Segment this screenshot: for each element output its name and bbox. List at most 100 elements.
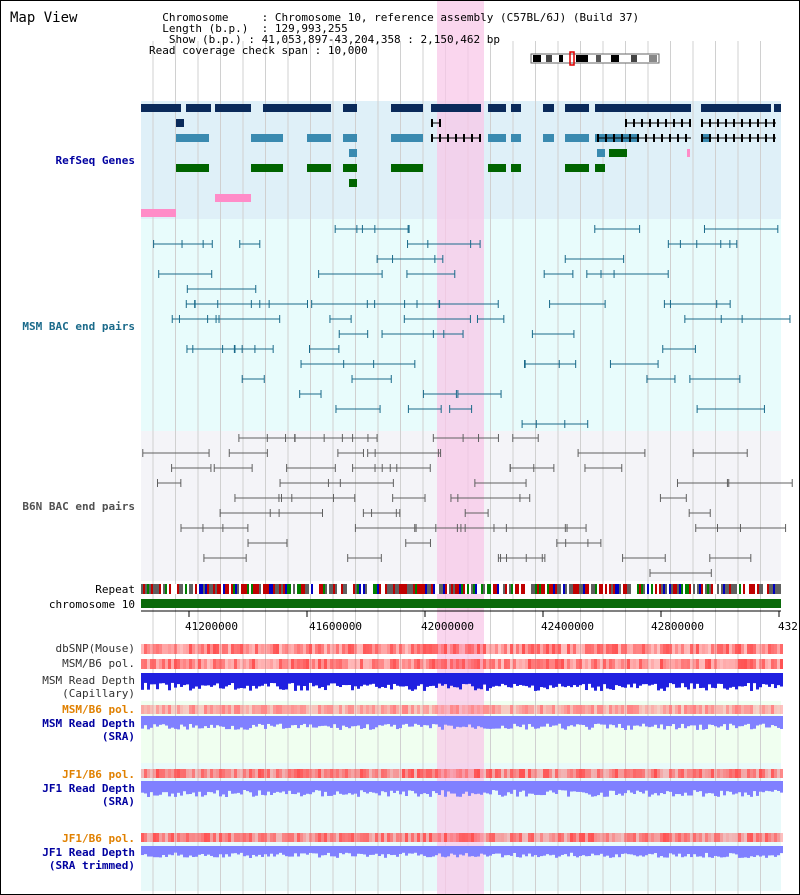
msm-depth-sra-bar xyxy=(732,716,735,726)
jf1-b6-pol-label[interactable]: JF1/B6 pol. xyxy=(62,768,135,781)
jf1-pol2-mark xyxy=(378,833,381,842)
msm-pol-mark xyxy=(498,659,501,669)
b6n-bac-label[interactable]: B6N BAC end pairs xyxy=(22,500,135,513)
jf1-depth-trim-bar xyxy=(240,846,243,853)
jf1-depth-trim-bar xyxy=(303,846,306,854)
msm-depth-cap-bar xyxy=(174,673,177,688)
repeat-mark xyxy=(743,584,745,594)
msm-depth-cap-bar xyxy=(162,673,165,684)
dbsnp-mark xyxy=(600,644,603,654)
dbsnp-mark xyxy=(663,644,666,654)
gene-exon-tick xyxy=(733,119,735,127)
jf1-depth-sra-bar xyxy=(315,781,318,791)
msm-pol-mark xyxy=(603,659,606,669)
dbsnp-mark xyxy=(489,644,492,654)
dbsnp-mark xyxy=(432,644,435,654)
repeat-mark xyxy=(159,584,161,594)
msm-depth-sra-bar xyxy=(342,716,345,726)
dbsnp-mark xyxy=(189,644,192,654)
msm-depth-sra-bar xyxy=(354,716,357,727)
msm-bac-label[interactable]: MSM BAC end pairs xyxy=(22,320,135,333)
msm-depth-cap-label[interactable]: MSM Read Depth xyxy=(42,674,135,687)
repeat-mark xyxy=(773,584,775,594)
msm-pol-mark xyxy=(663,659,666,669)
msm-pol-sra-mark xyxy=(618,705,621,714)
dbsnp-mark xyxy=(591,644,594,654)
dbsnp-mark xyxy=(645,644,648,654)
repeat-mark xyxy=(627,584,629,594)
dbsnp-mark xyxy=(417,644,420,654)
msm-depth-cap-bar xyxy=(597,673,600,687)
jf1-pol2-mark xyxy=(198,833,201,842)
jf1-pol2-mark xyxy=(699,833,702,842)
msm-depth-cap-bar xyxy=(669,673,672,684)
msm-depth-cap-bar xyxy=(258,673,261,687)
jf1-pol-mark xyxy=(576,769,579,778)
jf1-depth-trim-bar xyxy=(489,846,492,856)
repeat-mark xyxy=(689,584,691,594)
jf1-b6-pol-2-label[interactable]: JF1/B6 pol. xyxy=(62,832,135,845)
repeat-mark xyxy=(267,584,269,594)
msm-depth-cap-bar xyxy=(366,673,369,686)
jf1-pol-mark xyxy=(279,769,282,778)
jf1-pol-mark xyxy=(465,769,468,778)
msm-depth-cap-bar xyxy=(477,673,480,689)
msm-depth-sra-bar xyxy=(774,716,777,727)
msm-depth-sra-bar xyxy=(402,716,405,725)
refseq-genes-label[interactable]: RefSeq Genes xyxy=(55,154,135,167)
jf1-depth-trim-bar xyxy=(732,846,735,854)
jf1-depth-sra-bar xyxy=(324,781,327,792)
msm-depth-sra-bar xyxy=(630,716,633,730)
repeat-mark xyxy=(673,584,675,594)
jf1-pol2-mark xyxy=(252,833,255,842)
jf1-depth-sra-bar xyxy=(417,781,420,797)
msm-depth-cap-bar xyxy=(645,673,648,685)
repeat-mark xyxy=(765,584,767,594)
jf1-depth-sra-bar xyxy=(468,781,471,796)
jf1-depth-sra-bar xyxy=(366,781,369,794)
msm-depth-sra-bar xyxy=(636,716,639,726)
dbsnp-mark xyxy=(618,644,621,654)
jf1-depth-trim-bar xyxy=(183,846,186,858)
msm-depth-cap-bar xyxy=(360,673,363,687)
dbsnp-mark xyxy=(648,644,651,654)
jf1-depth-trim-bar xyxy=(222,846,225,858)
repeat-mark xyxy=(635,584,637,594)
jf1-depth-sra-bar xyxy=(744,781,747,793)
msm-pol-sra-mark xyxy=(309,705,312,714)
msm-pol-sra-mark xyxy=(402,705,405,714)
msm-depth-sra-bar xyxy=(762,716,765,724)
repeat-mark xyxy=(285,584,287,594)
msm-depth-sra-bar xyxy=(297,716,300,729)
msm-depth-sra-label[interactable]: MSM Read Depth xyxy=(42,717,135,730)
jf1-depth-trim-bar xyxy=(390,846,393,856)
msm-depth-cap-bar xyxy=(216,673,219,684)
repeat-mark xyxy=(369,584,371,594)
msm-pol-mark xyxy=(423,659,426,669)
repeat-mark xyxy=(733,584,735,594)
jf1-depth-trim-bar xyxy=(357,846,360,854)
msm-b6-pol-label[interactable]: MSM/B6 pol. xyxy=(62,657,135,670)
jf1-depth-sra-label[interactable]: JF1 Read Depth xyxy=(42,782,135,795)
gene-exon-tick xyxy=(613,134,615,142)
repeat-mark xyxy=(157,584,159,594)
jf1-depth-sra-bar xyxy=(513,781,516,790)
msm-pol-mark xyxy=(699,659,702,669)
msm-depth-cap-bar xyxy=(228,673,231,686)
jf1-depth-trim-label[interactable]: JF1 Read Depth xyxy=(42,846,135,859)
msm-depth-sra-bar xyxy=(525,716,528,730)
gene-exon xyxy=(215,104,251,112)
repeat-mark xyxy=(191,584,193,594)
msm-b6-pol-sra-label[interactable]: MSM/B6 pol. xyxy=(62,703,135,716)
jf1-pol2-mark xyxy=(153,833,156,842)
msm-pol-sra-mark xyxy=(507,705,510,714)
jf1-depth-sra-bar xyxy=(363,781,366,793)
jf1-depth-trim-bar xyxy=(324,846,327,856)
repeat-mark xyxy=(199,584,201,594)
jf1-pol2-mark xyxy=(147,833,150,842)
jf1-pol-mark xyxy=(144,769,147,778)
msm-pol-sra-mark xyxy=(684,705,687,714)
dbsnp-label[interactable]: dbSNP(Mouse) xyxy=(55,642,135,655)
repeat-mark xyxy=(705,584,707,594)
